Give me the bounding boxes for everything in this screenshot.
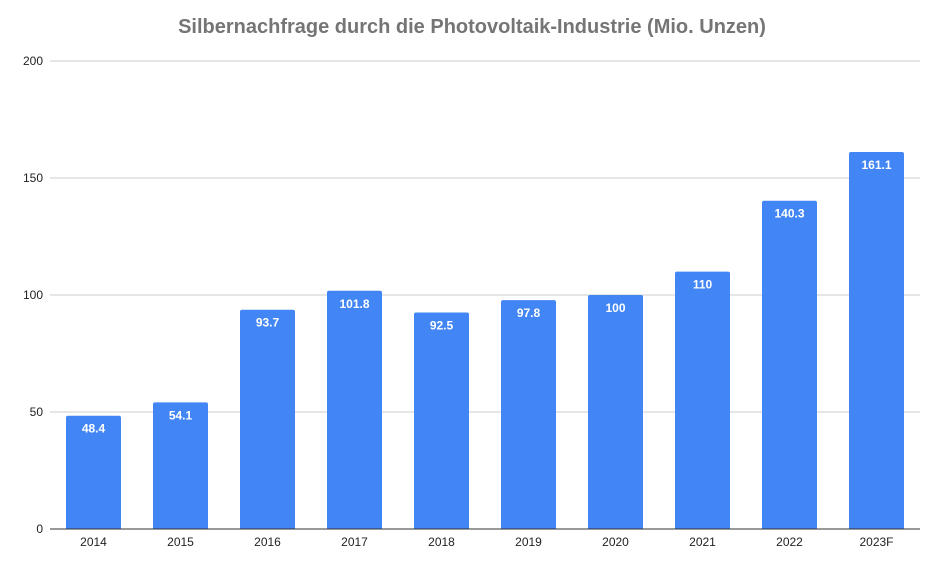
bar-2023F (849, 152, 904, 529)
x-tick-label: 2015 (167, 535, 194, 549)
y-tick-label: 200 (23, 54, 43, 68)
data-label: 97.8 (517, 306, 541, 320)
y-tick-label: 100 (23, 288, 43, 302)
bar-2015 (153, 402, 208, 529)
data-labels: 48.4 54.1 93.7 101.8 92.5 97.8 100 110 140.3 161.… (82, 158, 892, 436)
data-label: 101.8 (339, 297, 369, 311)
bar-2016 (240, 309, 295, 529)
bar-2018 (414, 312, 469, 529)
data-label: 93.7 (256, 316, 280, 330)
x-axis-ticks: 2014 2015 2016 2017 2018 2019 2020 2021 2022 2023… (80, 535, 893, 549)
x-tick-label: 2022 (776, 535, 803, 549)
x-tick-label: 2020 (602, 535, 629, 549)
x-tick-label: 2016 (254, 535, 281, 549)
x-tick-label: 2017 (341, 535, 368, 549)
data-label: 100 (605, 301, 625, 315)
bar-2021 (675, 271, 730, 529)
bar-2014 (66, 415, 121, 529)
bars (66, 152, 904, 529)
x-tick-label: 2014 (80, 535, 107, 549)
data-label: 161.1 (861, 158, 891, 172)
bar-2017 (327, 290, 382, 529)
chart-title: Silbernachfrage durch die Photovoltaik-I… (178, 16, 766, 38)
y-tick-label: 150 (23, 171, 43, 185)
data-label: 140.3 (774, 207, 804, 221)
y-tick-label: 0 (36, 522, 43, 536)
x-tick-label: 2018 (428, 535, 455, 549)
data-label: 48.4 (82, 422, 106, 436)
bar-2022 (762, 200, 817, 529)
data-label: 54.1 (169, 408, 193, 422)
y-tick-label: 50 (30, 405, 44, 419)
data-label: 110 (693, 278, 713, 292)
bar-2020 (588, 295, 643, 529)
data-label: 92.5 (430, 319, 454, 333)
x-tick-label: 2023F (859, 535, 893, 549)
x-tick-label: 2019 (515, 535, 542, 549)
bar-2019 (501, 300, 556, 529)
x-tick-label: 2021 (689, 535, 716, 549)
y-axis-ticks: 0 50 100 150 200 (23, 54, 43, 536)
